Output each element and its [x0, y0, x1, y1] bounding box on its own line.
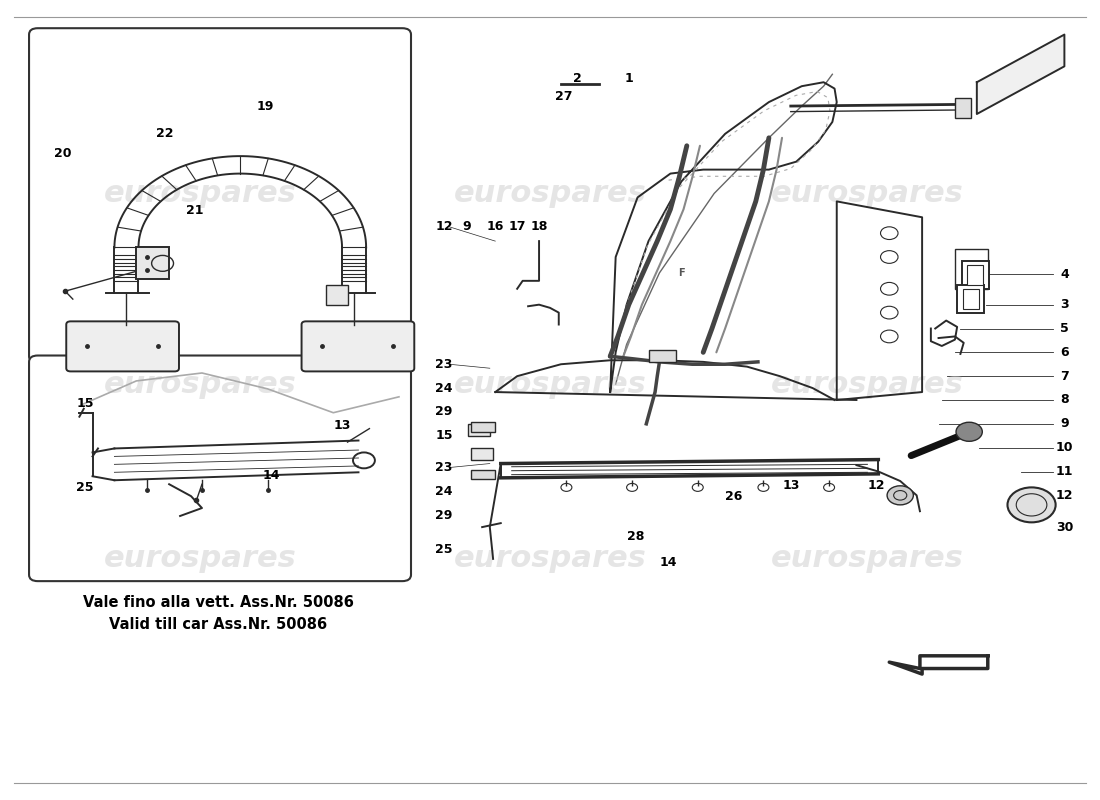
Text: eurospares: eurospares [453, 179, 647, 208]
Text: 23: 23 [436, 358, 452, 370]
Text: 7: 7 [1060, 370, 1069, 382]
Text: 28: 28 [627, 530, 645, 543]
FancyBboxPatch shape [66, 322, 179, 371]
Text: eurospares: eurospares [453, 370, 647, 398]
Bar [967, 265, 983, 285]
Text: F: F [678, 268, 684, 278]
Circle shape [1008, 487, 1056, 522]
Text: 23: 23 [436, 461, 452, 474]
Bar [471, 470, 495, 479]
Text: 14: 14 [659, 556, 676, 570]
Text: eurospares: eurospares [103, 544, 296, 574]
Text: 17: 17 [508, 220, 526, 234]
Bar [468, 424, 490, 436]
Text: eurospares: eurospares [103, 179, 296, 208]
Text: 29: 29 [436, 406, 452, 418]
Text: 20: 20 [54, 147, 72, 160]
Bar [471, 448, 493, 459]
Text: 16: 16 [486, 220, 504, 234]
Circle shape [887, 486, 913, 505]
Bar [649, 350, 675, 362]
Text: 25: 25 [76, 481, 94, 494]
Text: Valid till car Ass.Nr. 50086: Valid till car Ass.Nr. 50086 [109, 617, 328, 631]
Text: 24: 24 [436, 485, 452, 498]
Text: 5: 5 [1060, 322, 1069, 335]
Bar [955, 249, 988, 289]
Text: 9: 9 [462, 220, 471, 234]
Text: 19: 19 [256, 99, 274, 113]
Bar [962, 289, 979, 309]
FancyBboxPatch shape [301, 322, 415, 371]
Text: 2: 2 [573, 72, 582, 85]
Text: Vale fino alla vett. Ass.Nr. 50086: Vale fino alla vett. Ass.Nr. 50086 [82, 595, 354, 610]
Text: 4: 4 [1060, 268, 1069, 281]
Text: 9: 9 [1060, 418, 1069, 430]
Text: eurospares: eurospares [771, 179, 964, 208]
Text: 26: 26 [725, 490, 742, 503]
Polygon shape [977, 34, 1065, 114]
Text: 3: 3 [1060, 298, 1069, 311]
Bar [136, 247, 169, 279]
Text: 21: 21 [186, 205, 204, 218]
Text: 12: 12 [1056, 489, 1074, 502]
Text: 13: 13 [782, 479, 800, 492]
Text: 13: 13 [333, 419, 351, 432]
Text: eurospares: eurospares [771, 370, 964, 398]
Text: 15: 15 [76, 398, 94, 410]
Text: 27: 27 [556, 90, 573, 103]
FancyBboxPatch shape [29, 28, 411, 362]
Bar [326, 285, 348, 305]
Bar [955, 98, 971, 118]
Text: 15: 15 [436, 430, 452, 442]
Text: 14: 14 [262, 469, 279, 482]
Text: 29: 29 [436, 509, 452, 522]
Text: 11: 11 [1056, 465, 1074, 478]
Text: eurospares: eurospares [453, 544, 647, 574]
Text: 12: 12 [868, 479, 884, 492]
Bar [957, 285, 984, 313]
Text: eurospares: eurospares [103, 370, 296, 398]
Text: 22: 22 [156, 127, 174, 140]
Text: 18: 18 [530, 220, 548, 234]
Text: 8: 8 [1060, 394, 1069, 406]
Text: 1: 1 [625, 72, 634, 85]
Bar [471, 422, 495, 432]
Text: 6: 6 [1060, 346, 1069, 359]
Polygon shape [889, 656, 988, 674]
Text: eurospares: eurospares [771, 544, 964, 574]
Bar [961, 261, 989, 289]
Text: 12: 12 [436, 220, 452, 234]
Text: 24: 24 [436, 382, 452, 394]
Text: 30: 30 [1056, 521, 1074, 534]
Text: 10: 10 [1056, 441, 1074, 454]
Circle shape [956, 422, 982, 442]
FancyBboxPatch shape [29, 355, 411, 581]
Text: 25: 25 [436, 543, 452, 556]
